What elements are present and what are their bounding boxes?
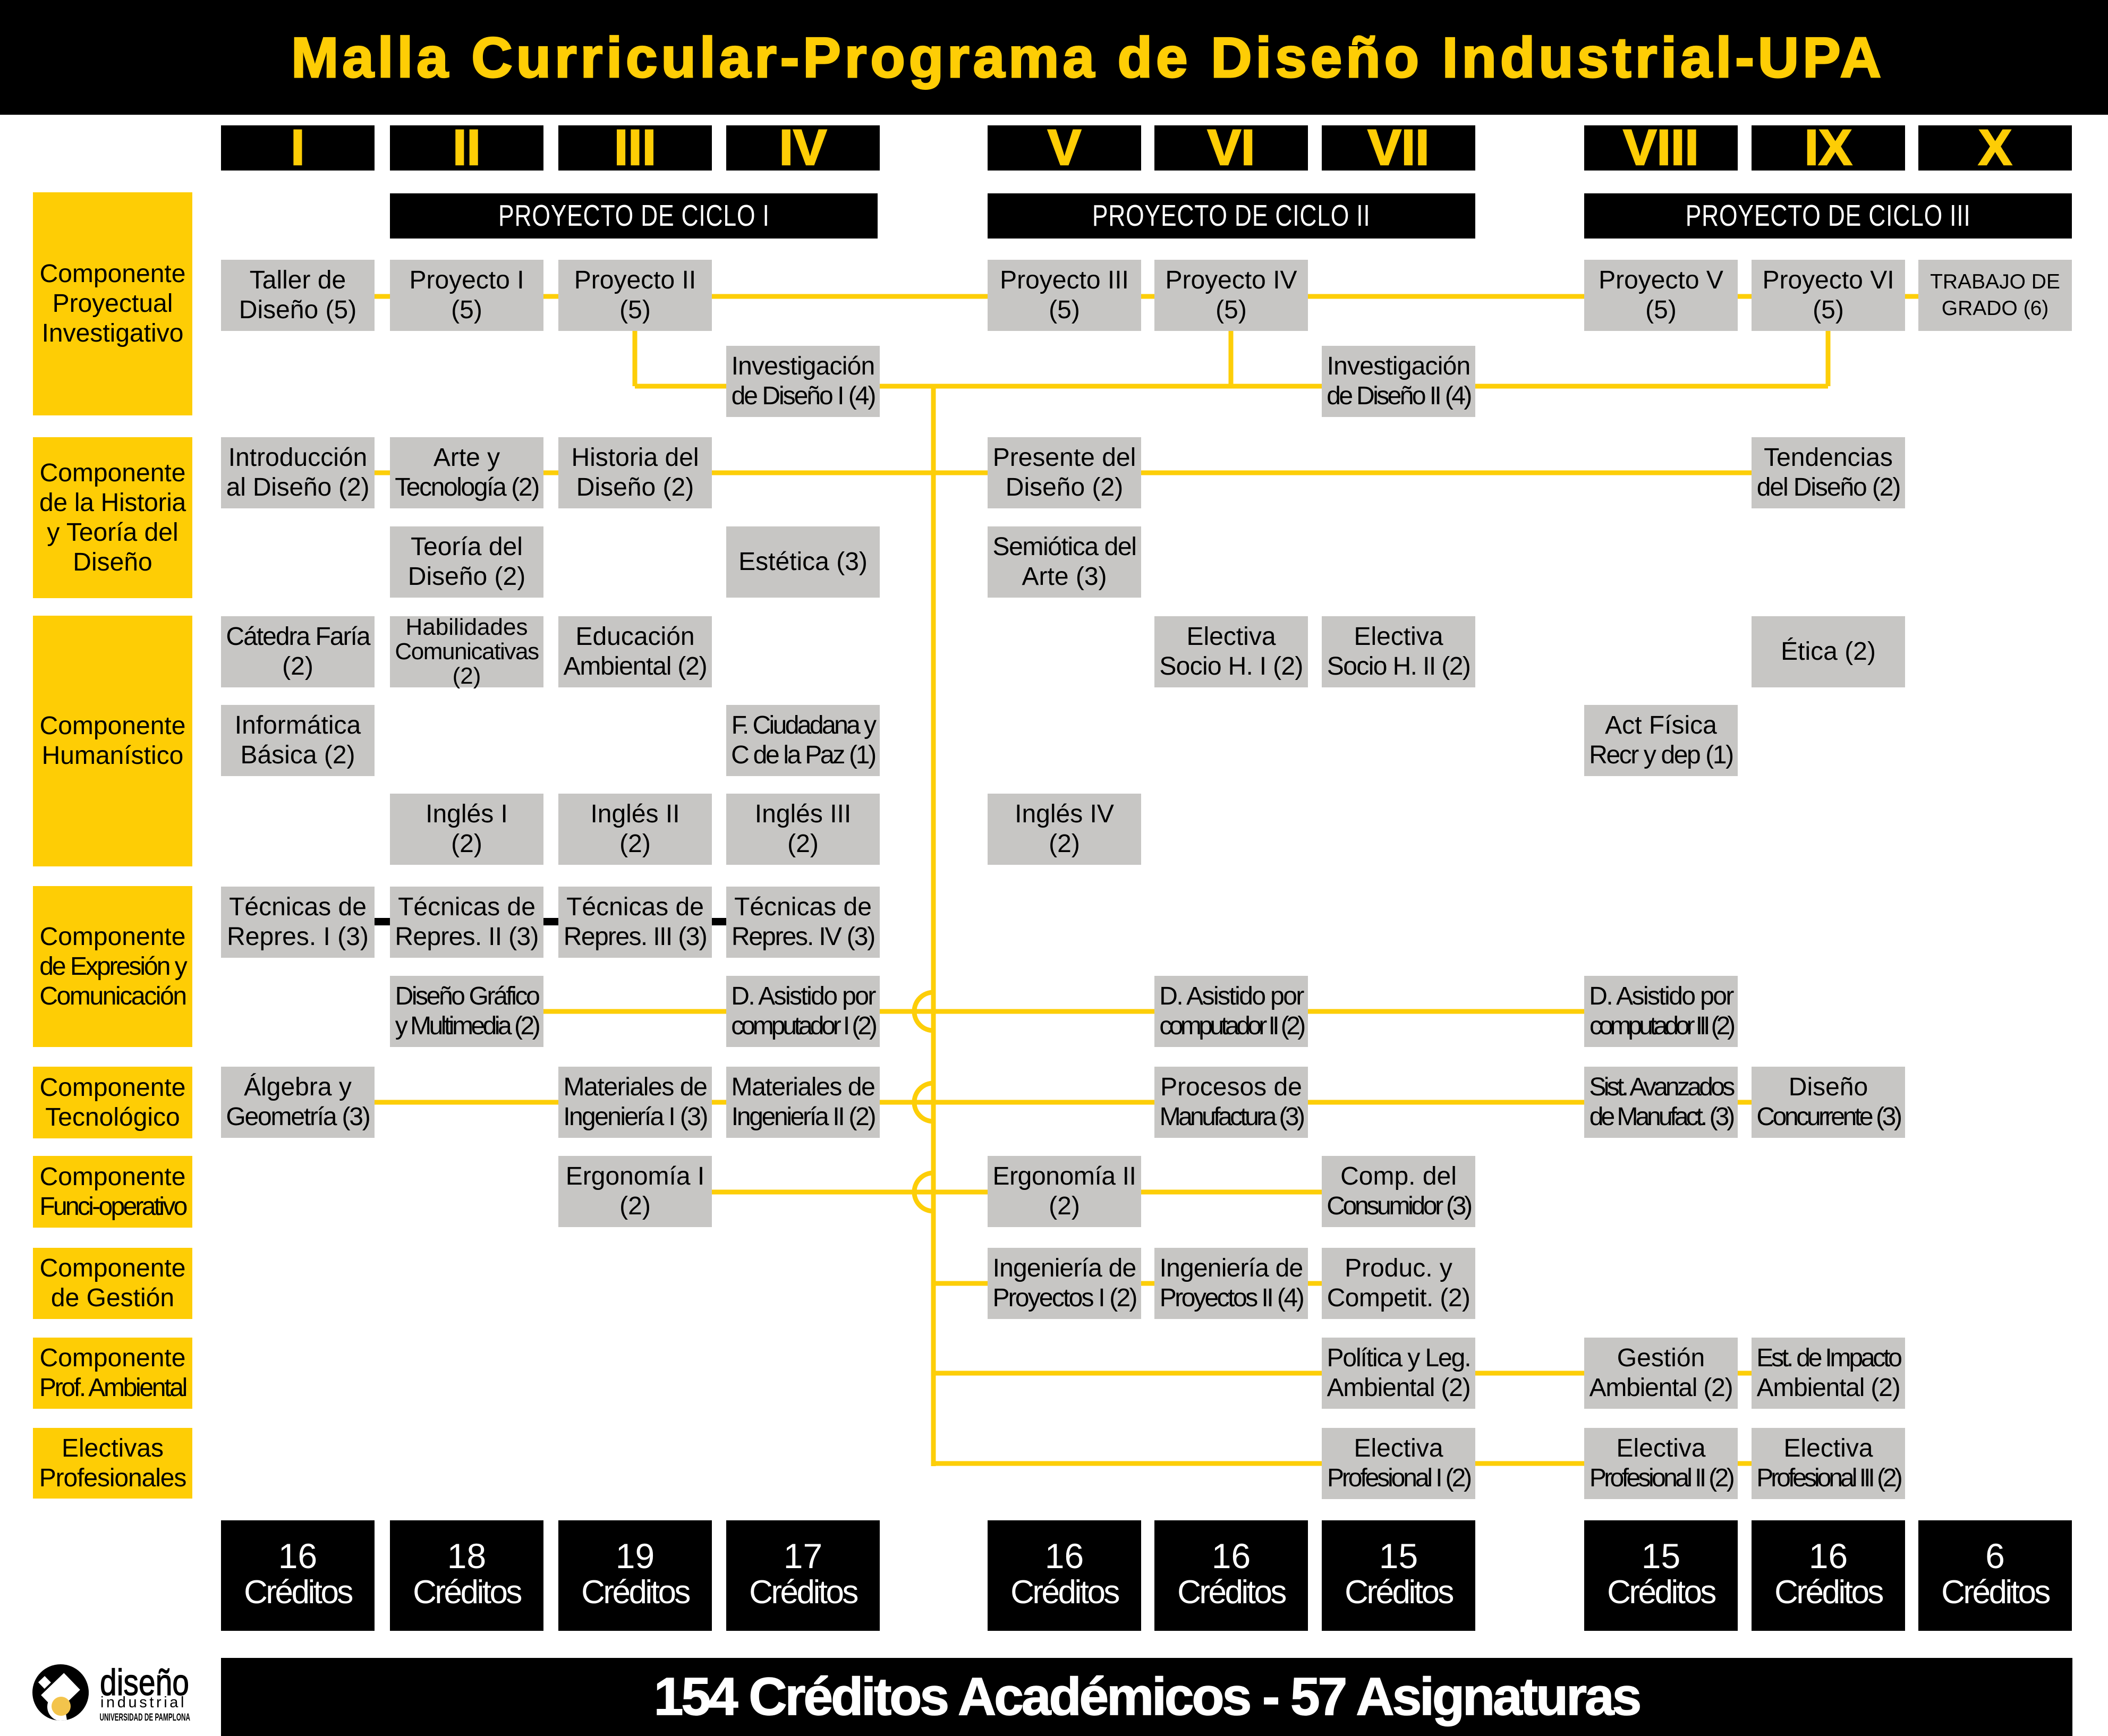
svg-text:diseño: diseño [100,1662,189,1703]
svg-text:industrial: industrial [100,1694,186,1711]
svg-text:UNIVERSIDAD DE PAMPLONA: UNIVERSIDAD DE PAMPLONA [100,1712,190,1723]
